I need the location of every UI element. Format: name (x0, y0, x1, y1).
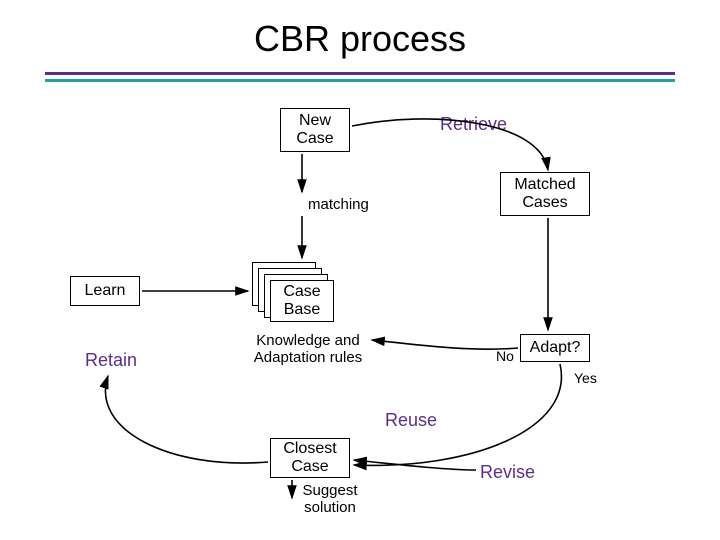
label-yes: Yes (574, 370, 597, 386)
label-suggest: Suggest solution (290, 482, 370, 516)
label-matching: matching (308, 196, 369, 213)
box-matched-cases: Matched Cases (500, 172, 590, 216)
box-adapt: Adapt? (520, 334, 590, 362)
arrow-revise-closest (354, 460, 476, 470)
rule-teal (45, 79, 675, 82)
box-learn: Learn (70, 276, 140, 306)
box-new-case: New Case (280, 108, 350, 152)
box-closest-case: Closest Case (270, 438, 350, 478)
phase-revise: Revise (480, 462, 535, 483)
phase-reuse: Reuse (385, 410, 437, 431)
phase-retrieve: Retrieve (440, 114, 507, 135)
label-no: No (496, 348, 514, 364)
box-case-base: Case Base (270, 280, 334, 322)
phase-retain: Retain (85, 350, 137, 371)
label-knowledge: Knowledge and Adaptation rules (238, 332, 378, 366)
arrow-retain (105, 376, 268, 463)
page-title: CBR process (0, 18, 720, 60)
rule-purple (45, 72, 675, 75)
